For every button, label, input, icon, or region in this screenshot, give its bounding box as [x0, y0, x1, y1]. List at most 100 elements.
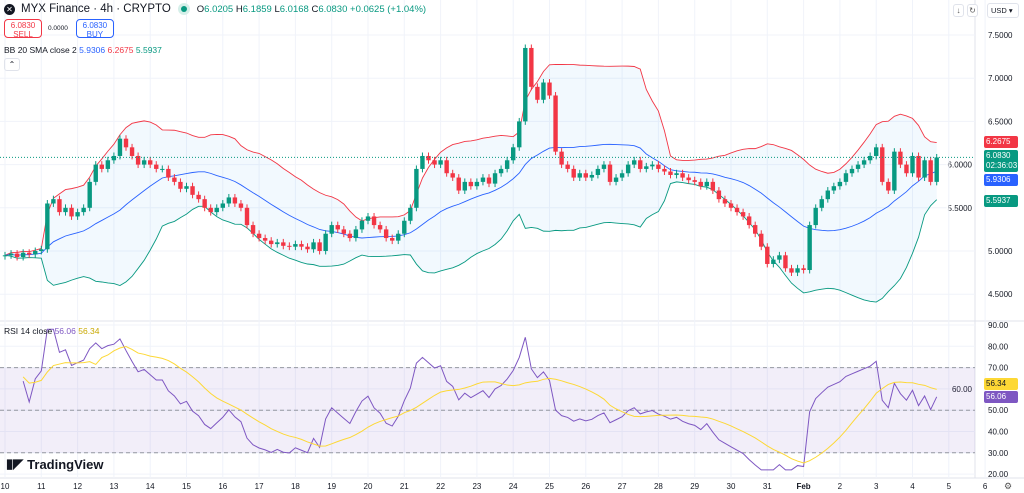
candle — [377, 221, 383, 233]
refresh-icon[interactable]: ↻ — [967, 4, 978, 17]
candle — [269, 237, 274, 248]
rsi-tick-label: 30.00 — [988, 449, 1009, 458]
candle-body — [383, 229, 389, 239]
sell-button[interactable]: 6.0830 SELL — [4, 19, 42, 39]
candle — [904, 161, 909, 177]
candle — [898, 148, 903, 169]
rsi-legend[interactable]: RSI 14 close 56.06 56.34 — [4, 326, 100, 336]
collapse-legend-button[interactable]: ⌃ — [4, 58, 20, 71]
candle-body — [607, 164, 613, 182]
candle — [492, 169, 498, 188]
candle — [547, 79, 552, 99]
candle-body — [825, 190, 830, 200]
candle — [311, 238, 316, 253]
candle-body — [619, 173, 625, 178]
tradingview-logo[interactable]: ▮◤ TradingView — [6, 456, 104, 472]
candle-body — [317, 242, 322, 251]
candle — [402, 217, 407, 238]
bb-basis-line — [4, 143, 937, 256]
candle-body — [837, 181, 843, 187]
candle-body — [323, 233, 328, 251]
candle-body — [898, 151, 903, 165]
candle — [256, 230, 262, 242]
time-tick-label: 28 — [654, 482, 663, 491]
candle — [765, 243, 770, 268]
tradingview-logo-icon: ▮◤ — [6, 456, 24, 471]
candle — [190, 182, 195, 199]
candle — [226, 193, 232, 207]
candle-body — [553, 95, 558, 152]
candle — [523, 44, 528, 125]
candle — [414, 165, 419, 212]
candle-body — [922, 160, 927, 178]
candle-body — [722, 199, 728, 204]
candle — [837, 178, 843, 190]
time-tick-label: 23 — [472, 482, 481, 491]
candle — [220, 200, 225, 212]
candle-body — [160, 168, 165, 170]
time-tick-label: Feb — [796, 482, 810, 491]
time-tick-label: 14 — [146, 482, 155, 491]
candle-body — [807, 225, 812, 271]
candle — [408, 204, 413, 225]
candle-body — [220, 203, 225, 208]
candle — [517, 117, 522, 151]
candle — [371, 212, 377, 229]
candle-body — [238, 203, 244, 208]
candle-body — [589, 174, 595, 178]
candle-body — [801, 268, 806, 271]
candle-body — [190, 186, 195, 195]
candle — [504, 156, 510, 173]
candle — [759, 230, 764, 251]
candle-body — [595, 168, 601, 175]
currency-select[interactable]: USD ▾ — [987, 3, 1019, 18]
candle-body — [329, 225, 334, 234]
candle — [819, 195, 824, 212]
candle-body — [99, 164, 104, 169]
candle — [347, 230, 353, 242]
candle-body — [861, 160, 867, 165]
candle — [148, 156, 153, 169]
candle — [117, 135, 123, 160]
candle — [293, 240, 298, 251]
time-tick-label: 6 — [983, 482, 988, 491]
download-icon[interactable]: ↓ — [953, 4, 964, 17]
candle — [33, 247, 38, 258]
candle-body — [541, 82, 546, 100]
candle-body — [305, 246, 310, 250]
symbol-title[interactable]: MYX Finance · 4h · CRYPTO — [21, 3, 171, 15]
candle — [928, 156, 933, 186]
candle-body — [208, 207, 213, 213]
candle — [656, 161, 661, 173]
candle-body — [341, 229, 346, 234]
bb-lower-tag: 5.5937 — [984, 195, 1018, 207]
candle — [141, 156, 147, 169]
rsi-ma-tag: 56.34 — [984, 378, 1018, 390]
candle — [934, 153, 939, 186]
candle — [75, 208, 80, 220]
price-tick-label: 7.0000 — [988, 74, 1013, 83]
candle-body — [178, 181, 183, 189]
candle-body — [759, 233, 764, 247]
candle — [559, 148, 564, 169]
candle — [632, 156, 637, 169]
candle — [601, 161, 607, 173]
candle — [619, 169, 625, 182]
bb-legend[interactable]: BB 20 SMA close 2 5.9306 6.2675 5.5937 — [4, 45, 162, 55]
candle — [740, 208, 746, 220]
candle-body — [420, 155, 425, 169]
candle — [529, 44, 534, 91]
candle-body — [904, 164, 909, 174]
candle-body — [196, 194, 201, 200]
candle-body — [849, 168, 855, 174]
candle — [680, 169, 685, 182]
candle-body — [20, 252, 26, 258]
candle — [825, 187, 830, 203]
candle — [317, 238, 322, 255]
candle-body — [710, 181, 716, 191]
buy-button[interactable]: 6.0830 BUY — [75, 19, 114, 39]
candle — [728, 200, 734, 212]
candle-body — [353, 229, 359, 239]
candle — [777, 251, 782, 264]
